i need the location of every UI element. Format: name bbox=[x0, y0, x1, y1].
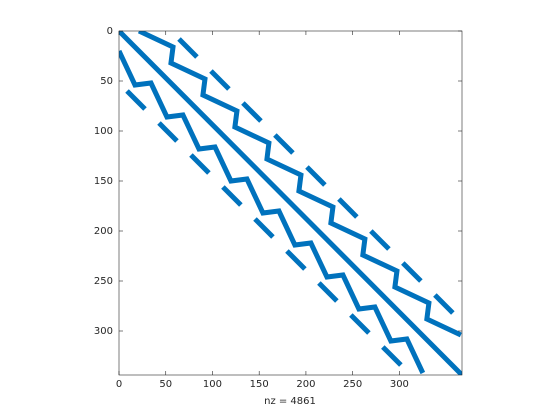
nonzero-band bbox=[433, 293, 455, 315]
nonzero-band bbox=[273, 133, 295, 155]
y-tick-label: 150 bbox=[94, 176, 113, 187]
nonzero-band bbox=[253, 217, 275, 239]
nonzero-band bbox=[125, 89, 147, 111]
nonzero-band bbox=[157, 121, 179, 143]
x-tick-label: 0 bbox=[116, 379, 122, 390]
plot-area bbox=[119, 31, 462, 375]
nonzero-band bbox=[369, 229, 391, 251]
nonzero-band bbox=[177, 37, 199, 59]
x-tick-label: 200 bbox=[296, 379, 315, 390]
nonzero-band bbox=[317, 281, 339, 303]
nonzero-band bbox=[137, 31, 462, 338]
x-tick-label: 100 bbox=[203, 379, 222, 390]
nonzero-band bbox=[305, 165, 327, 187]
x-tick-label: 150 bbox=[250, 379, 269, 390]
axes-box bbox=[118, 30, 463, 376]
y-tick-label: 300 bbox=[94, 326, 113, 337]
nonzero-band bbox=[285, 249, 307, 271]
nonzero-band bbox=[401, 261, 423, 283]
nonzero-band bbox=[241, 101, 263, 123]
y-tick-label: 250 bbox=[94, 276, 113, 287]
y-tick-label: 50 bbox=[100, 76, 113, 87]
nonzero-band bbox=[209, 69, 231, 91]
nonzero-band bbox=[221, 185, 243, 207]
nonzero-band bbox=[381, 345, 403, 367]
x-axis-label: nz = 4861 bbox=[264, 396, 316, 407]
y-tick-label: 200 bbox=[94, 226, 113, 237]
x-tick-label: 300 bbox=[390, 379, 409, 390]
y-tick-label: 0 bbox=[107, 26, 113, 37]
x-tick-label: 250 bbox=[343, 379, 362, 390]
y-tick-label: 100 bbox=[94, 126, 113, 137]
nonzero-band bbox=[189, 153, 211, 175]
nonzero-band bbox=[119, 31, 462, 375]
nonzero-band bbox=[119, 49, 426, 375]
nonzero-band bbox=[337, 197, 359, 219]
nonzero-band bbox=[349, 313, 371, 335]
x-tick-label: 50 bbox=[159, 379, 172, 390]
